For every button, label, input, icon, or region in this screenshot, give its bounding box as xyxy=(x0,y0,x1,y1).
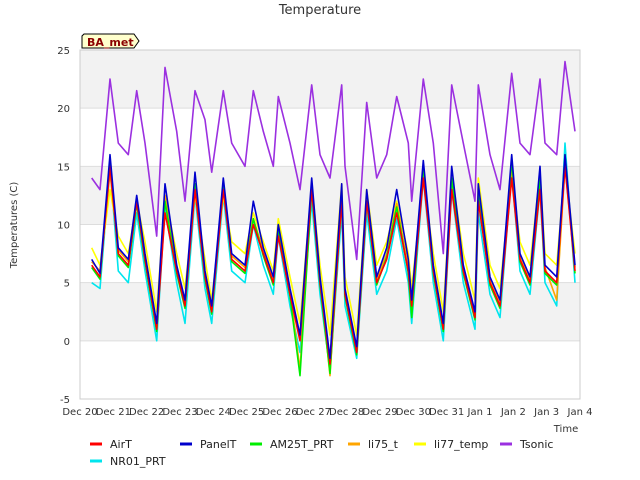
legend: AirT PanelT AM25T_PRT li75_t li77_temp Tsonic… xyxy=(90,438,553,468)
x-tick-label: Dec 26 xyxy=(262,407,297,418)
x-tick-label: Jan 2 xyxy=(500,407,526,418)
legend-label: li75_t xyxy=(368,438,399,451)
series-lines xyxy=(90,60,576,377)
ba-met-badge: BA_met xyxy=(81,33,140,49)
legend-label: AM25T_PRT xyxy=(270,438,334,451)
x-tick-label: Jan 1 xyxy=(467,407,493,418)
legend-label: NR01_PRT xyxy=(110,455,166,468)
legend-item: Tsonic xyxy=(500,438,553,451)
x-tick-label: Dec 23 xyxy=(162,407,197,418)
badge-label: BA_met xyxy=(87,36,134,49)
y-tick-label: -5 xyxy=(60,395,70,406)
x-tick-label: Dec 22 xyxy=(129,407,164,418)
x-tick-label: Dec 28 xyxy=(329,407,364,418)
badge-shape xyxy=(81,33,140,49)
x-tick-label: Dec 30 xyxy=(396,407,431,418)
x-tick-label: Dec 20 xyxy=(62,407,97,418)
x-tick-label: Dec 27 xyxy=(296,407,331,418)
y-tick-labels: -5 0 5 10 15 20 25 xyxy=(57,46,70,406)
x-tick-label: Dec 31 xyxy=(429,407,464,418)
legend-item: li77_temp xyxy=(414,438,488,451)
legend-item: li75_t xyxy=(348,438,399,451)
x-tick-label: Jan 3 xyxy=(533,407,559,418)
x-tick-label: Dec 21 xyxy=(96,407,131,418)
y-axis-label: Temperatures (C) xyxy=(9,182,20,270)
y-tick-label: 10 xyxy=(57,221,70,232)
y-tick-label: 0 xyxy=(64,337,70,348)
legend-label: AirT xyxy=(110,438,132,451)
legend-label: li77_temp xyxy=(434,438,488,451)
legend-item: AM25T_PRT xyxy=(250,438,334,451)
legend-label: PanelT xyxy=(200,438,237,451)
x-axis-label: Time xyxy=(553,424,578,435)
chart-title: Temperature xyxy=(278,3,361,18)
plot-frame xyxy=(79,49,581,400)
legend-item: AirT xyxy=(90,438,132,451)
y-tick-label: 20 xyxy=(57,104,70,115)
legend-item: PanelT xyxy=(180,438,237,451)
y-tick-label: 25 xyxy=(57,46,70,57)
series-line-panelt xyxy=(91,153,576,360)
y-tick-label: 15 xyxy=(57,162,70,173)
legend-item: NR01_PRT xyxy=(90,455,166,468)
series-line-tsonic xyxy=(91,60,576,261)
x-tick-label: Jan 4 xyxy=(567,407,593,418)
x-tick-label: Dec 25 xyxy=(229,407,264,418)
x-tick-label: Dec 24 xyxy=(196,407,231,418)
plot-band xyxy=(80,50,580,109)
y-tick-label: 5 xyxy=(64,279,70,290)
legend-label: Tsonic xyxy=(519,438,553,451)
x-tick-label: Dec 29 xyxy=(362,407,397,418)
